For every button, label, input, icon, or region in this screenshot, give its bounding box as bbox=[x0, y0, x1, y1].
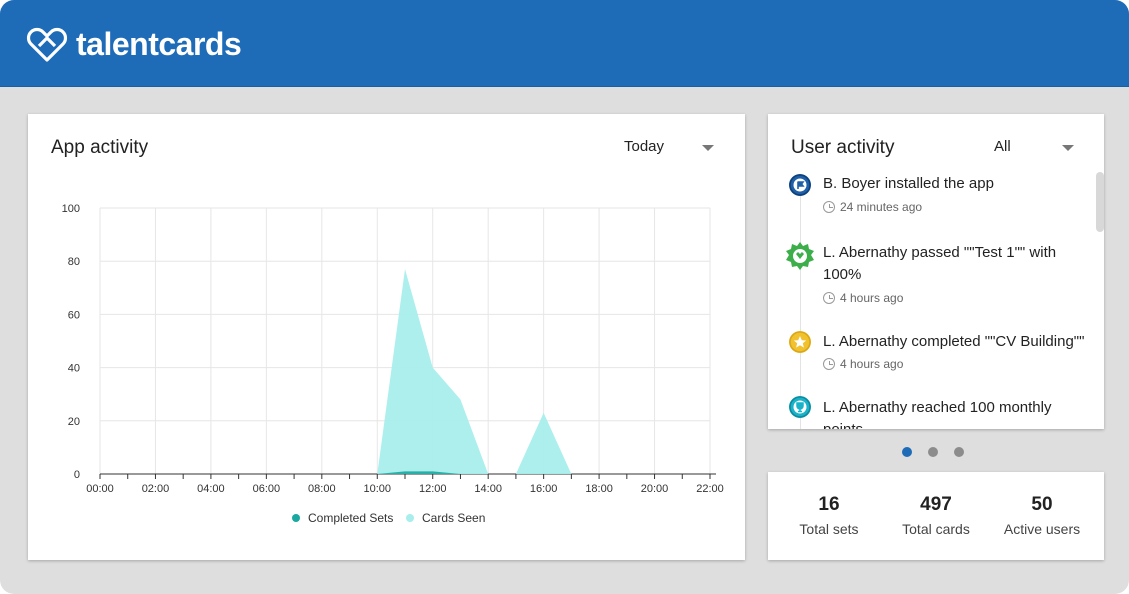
top-header: talentcards bbox=[0, 0, 1129, 87]
trophy-icon bbox=[789, 396, 811, 418]
clock-icon bbox=[823, 358, 835, 370]
carousel-dot-2[interactable] bbox=[928, 447, 938, 457]
stats-card: 16 Total sets 497 Total cards 50 Active … bbox=[768, 472, 1104, 560]
activity-time-text: 4 hours ago bbox=[840, 357, 904, 371]
stat-value: 16 bbox=[818, 494, 840, 515]
activity-time: 4 hours ago bbox=[823, 291, 903, 305]
star-icon bbox=[789, 331, 811, 353]
x-tick-label: 22:00 bbox=[696, 483, 724, 495]
clock-icon bbox=[823, 292, 835, 304]
x-tick-label: 06:00 bbox=[253, 483, 281, 495]
app-activity-chart: 0 20 40 60 80 100 00:00 02:00 04:00 06:00 08:00 10:… bbox=[62, 203, 724, 525]
legend-swatch bbox=[292, 514, 300, 522]
flag-icon bbox=[789, 174, 811, 196]
stat-label: Active users bbox=[1003, 521, 1081, 537]
series-area-completed-sets bbox=[100, 471, 710, 474]
brand-name: talentcards bbox=[76, 25, 242, 62]
stat-label: Total cards bbox=[902, 521, 970, 537]
x-tick-label: 04:00 bbox=[197, 483, 225, 495]
activity-time-text: 4 hours ago bbox=[840, 291, 904, 305]
y-tick-label: 0 bbox=[74, 469, 80, 481]
x-tick-label: 16:00 bbox=[530, 483, 558, 495]
stat-total-sets: 16 Total sets bbox=[774, 494, 884, 537]
activity-text: L. Abernathy passed ""Test 1"" with 100% bbox=[823, 244, 1057, 283]
stat-label: Total sets bbox=[799, 521, 859, 537]
badge-icon bbox=[785, 241, 815, 271]
clock-icon bbox=[823, 201, 835, 213]
user-activity-card: User activity All B. Boyer installed the… bbox=[768, 114, 1104, 429]
x-tick-label: 08:00 bbox=[308, 483, 336, 495]
y-tick-label: 20 bbox=[68, 416, 80, 428]
activity-text: B. Boyer installed the app bbox=[823, 175, 994, 192]
activity-filter-dropdown[interactable]: All bbox=[994, 138, 1074, 155]
period-dropdown[interactable]: Today bbox=[624, 138, 714, 155]
series-area-cards-seen bbox=[100, 269, 710, 474]
x-tick-label: 00:00 bbox=[86, 483, 114, 495]
chevron-down-icon bbox=[702, 145, 714, 151]
activity-time: 24 minutes ago bbox=[823, 200, 922, 214]
activity-filter-value: All bbox=[994, 138, 1011, 155]
x-tick-label: 12:00 bbox=[419, 483, 447, 495]
y-tick-label: 80 bbox=[68, 256, 80, 268]
stat-value: 50 bbox=[1031, 494, 1053, 515]
activity-text: L. Abernathy completed ""CV Building"" bbox=[823, 333, 1085, 350]
stat-value: 497 bbox=[920, 494, 952, 515]
y-tick-label: 60 bbox=[68, 309, 80, 321]
activity-time: 4 hours ago bbox=[823, 357, 903, 371]
feed-scrollbar[interactable] bbox=[1096, 172, 1104, 232]
heart-logo-icon bbox=[26, 27, 68, 62]
period-dropdown-value: Today bbox=[624, 138, 665, 155]
stat-active-users: 50 Active users bbox=[987, 494, 1097, 537]
app-activity-title: App activity bbox=[51, 137, 149, 158]
stat-total-cards: 497 Total cards bbox=[881, 494, 991, 537]
activity-time-text: 24 minutes ago bbox=[840, 200, 923, 214]
x-tick-label: 20:00 bbox=[641, 483, 669, 495]
app-activity-card: App activity Today 0 20 40 60 80 100 00:00 02:0… bbox=[28, 114, 745, 560]
carousel-dot-1[interactable] bbox=[902, 447, 912, 457]
x-tick-label: 02:00 bbox=[142, 483, 170, 495]
brand-logo[interactable]: talentcards bbox=[26, 24, 242, 64]
x-tick-label: 14:00 bbox=[474, 483, 502, 495]
legend-label: Cards Seen bbox=[422, 511, 485, 525]
legend-swatch bbox=[406, 514, 414, 522]
timeline-line bbox=[800, 184, 801, 429]
carousel-dot-3[interactable] bbox=[954, 447, 964, 457]
x-tick-label: 10:00 bbox=[364, 483, 392, 495]
activity-text: L. Abernathy reached 100 monthly points bbox=[823, 399, 1052, 429]
user-activity-title: User activity bbox=[791, 137, 895, 158]
x-tick-label: 18:00 bbox=[585, 483, 613, 495]
chevron-down-icon bbox=[1062, 145, 1074, 151]
y-tick-label: 40 bbox=[68, 363, 80, 375]
y-tick-label: 100 bbox=[62, 203, 80, 215]
carousel-dots bbox=[902, 447, 964, 457]
legend-label: Completed Sets bbox=[308, 511, 393, 525]
